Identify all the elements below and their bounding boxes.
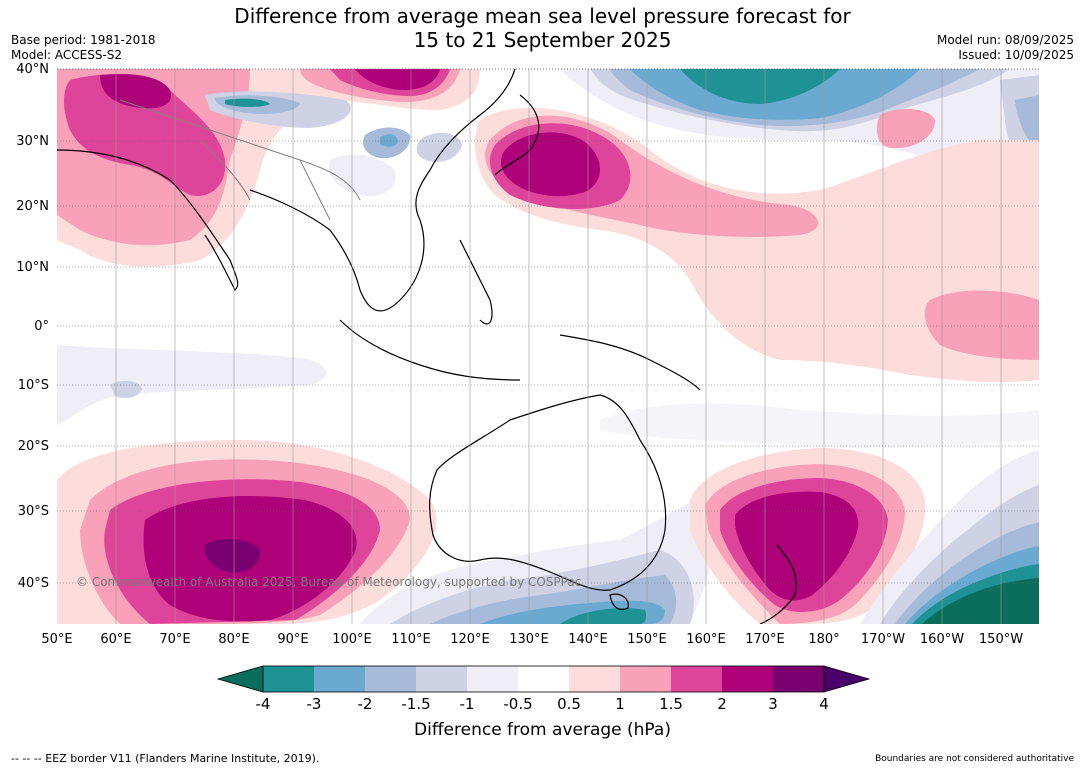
colorbar-tick: -1.5 (401, 695, 431, 713)
lon-label-70e: 70°E (159, 632, 191, 647)
japan-coast (494, 94, 540, 176)
lon-label-130e: 130°E (509, 632, 549, 647)
colorbar-swatch (773, 666, 824, 692)
base-period: Base period: 1981-2018 (11, 33, 156, 47)
colorbar-tick: 1.5 (659, 695, 683, 713)
lat-label-20s: 20°S (17, 439, 49, 454)
tasmania-coast (609, 593, 629, 611)
country-borders (119, 99, 361, 221)
colorbar-tick: 0.5 (557, 695, 581, 713)
title-line2: 15 to 21 September 2025 (413, 28, 672, 52)
lon-label-140e: 140°E (568, 632, 608, 647)
indonesia-coast (339, 319, 521, 381)
colorbar-border (262, 665, 825, 693)
colorbar (216, 665, 871, 693)
lon-label-80e: 80°E (218, 632, 250, 647)
lon-label-100e: 100°E (332, 632, 372, 647)
boundaries-disclaimer: Boundaries are not considered authoritat… (875, 754, 1074, 764)
colorbar-swatch (620, 666, 671, 692)
lon-label-160e: 160°E (686, 632, 726, 647)
colorbar-tick: -0.5 (503, 695, 533, 713)
map-title: Difference from average mean sea level p… (0, 4, 1085, 52)
lat-label-40n: 40°N (16, 62, 49, 77)
colorbar-swatch (518, 666, 569, 692)
lat-label-20n: 20°N (16, 199, 49, 214)
australia-coast (429, 394, 667, 591)
lon-label-50e: 50°E (41, 632, 73, 647)
lat-label-30s: 30°S (17, 504, 49, 519)
new-zealand-coast (759, 544, 797, 624)
colorbar-label: Difference from average (hPa) (414, 720, 671, 740)
lon-label-170w: 170°W (860, 632, 906, 647)
colorbar-extend-low (216, 665, 264, 693)
lon-label-110e: 110°E (391, 632, 431, 647)
pressure-anomaly-field (57, 69, 1039, 624)
colorbar-tick: 3 (768, 695, 778, 713)
coastlines (57, 69, 797, 624)
lat-label-40s: 40°S (17, 576, 49, 591)
meta-right: Model run: 08/09/2025 Issued: 10/09/2025 (937, 33, 1074, 63)
colorbar-swatch (671, 666, 722, 692)
colorbar-swatch (569, 666, 620, 692)
lon-label-120e: 120°E (450, 632, 490, 647)
title-line1: Difference from average mean sea level p… (234, 4, 851, 28)
lon-label-160w: 160°W (919, 632, 965, 647)
colorbar-swatch (263, 666, 314, 692)
colorbar-tick: -1 (459, 695, 475, 713)
colorbar-swatch (467, 666, 518, 692)
copyright-notice: © Commonwealth of Australia 2025, Bureau… (76, 575, 582, 589)
colorbar-extend-high (823, 665, 871, 693)
lon-label-150e: 150°E (627, 632, 667, 647)
colorbar-swatch (314, 666, 365, 692)
model-run: Model run: 08/09/2025 (936, 33, 1074, 47)
meta-left: Base period: 1981-2018 Model: ACCESS-S2 (11, 33, 156, 63)
meridians (115, 69, 1002, 624)
colorbar-tick: -4 (255, 695, 271, 713)
lon-label-150w: 150°W (978, 632, 1024, 647)
asia-coast (249, 69, 516, 312)
model-name: Model: ACCESS-S2 (11, 48, 123, 62)
lat-label-30n: 30°N (16, 134, 49, 149)
india-coast (57, 149, 239, 292)
colorbar-tick: -2 (357, 695, 373, 713)
colorbar-tick: 1 (615, 695, 625, 713)
eez-legend: -- -- -- EEZ border V11 (Flanders Marine… (11, 752, 320, 765)
lon-label-180: 180° (808, 632, 840, 647)
lat-label-10n: 10°N (16, 260, 49, 275)
colorbar-tick: 4 (819, 695, 829, 713)
lat-label-10s: 10°S (17, 378, 49, 393)
lat-label-0: 0° (34, 319, 49, 334)
colorbar-swatch (365, 666, 416, 692)
issued-date: Issued: 10/09/2025 (958, 48, 1074, 62)
colorbar-swatch (722, 666, 773, 692)
lon-label-90e: 90°E (277, 632, 309, 647)
colorbar-swatch (416, 666, 467, 692)
lon-label-170e: 170°E (745, 632, 785, 647)
philippines-coast (459, 239, 493, 325)
lon-label-60e: 60°E (100, 632, 132, 647)
new-guinea-coast (559, 334, 701, 391)
colorbar-tick: -3 (306, 695, 322, 713)
colorbar-tick: 2 (717, 695, 727, 713)
